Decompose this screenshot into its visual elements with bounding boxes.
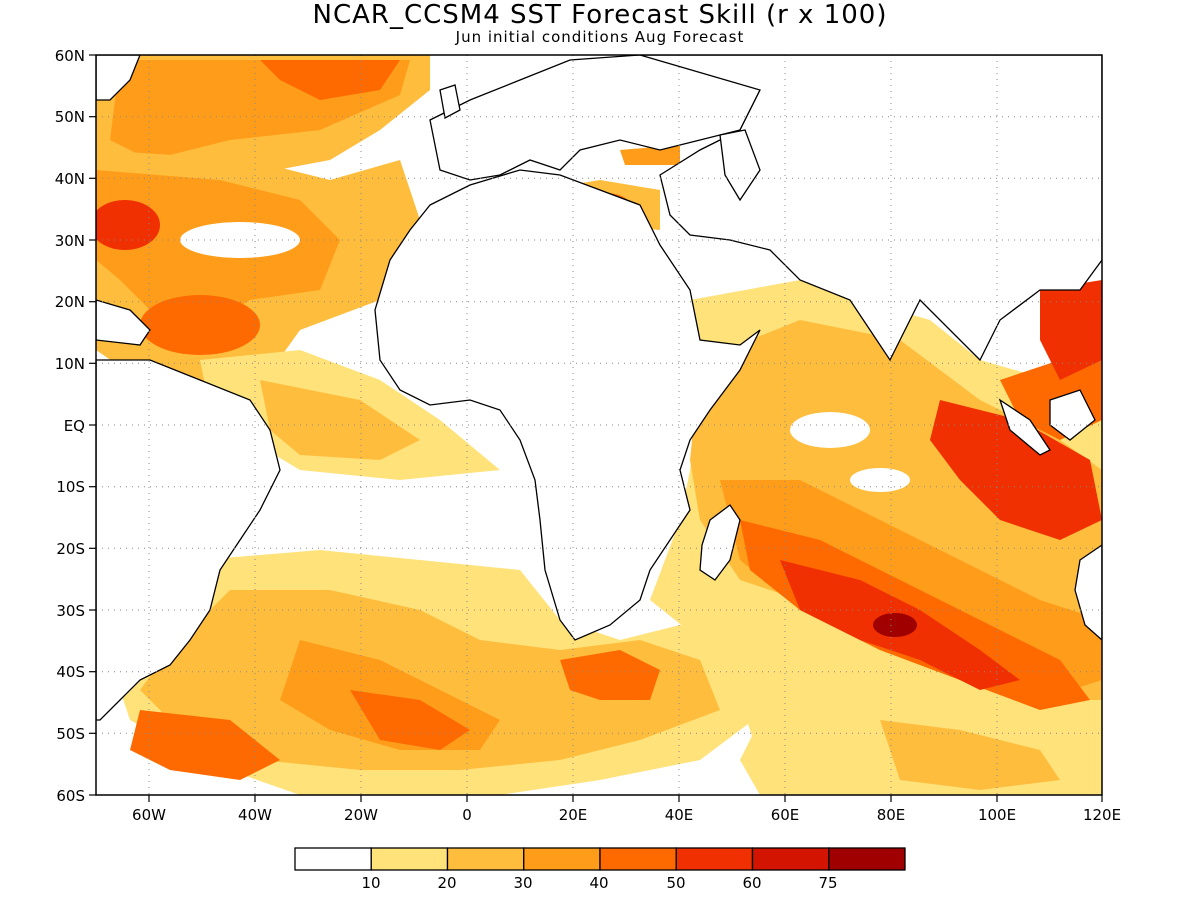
- lat-label-eq: EQ: [64, 417, 85, 435]
- colorbar-swatch: [523, 847, 601, 871]
- land-masses: [96, 55, 1102, 721]
- lat-ticks: [89, 54, 96, 796]
- europe: [429, 55, 761, 181]
- lat-labels: 60N 50N 40N 30N 20N 10N EQ 10S 20S 30S 4…: [55, 47, 85, 805]
- lat-label-50n: 50N: [55, 108, 85, 126]
- lon-label-120e: 120E: [1083, 806, 1121, 824]
- colorbar-swatch: [294, 847, 372, 871]
- colorbar-label-20: 20: [437, 874, 456, 892]
- australia: [1074, 544, 1102, 641]
- lon-label-100e: 100E: [978, 806, 1016, 824]
- colorbar-label-50: 50: [666, 874, 685, 892]
- lon-ticks: [148, 795, 1103, 802]
- north-america: [96, 55, 141, 101]
- africa: [374, 169, 761, 641]
- colorbar-label-40: 40: [589, 874, 608, 892]
- lon-label-60w: 60W: [132, 806, 166, 824]
- lat-label-30n: 30N: [55, 232, 85, 250]
- lon-labels: 60W 40W 20W 0 20E 40E 60E 80E 100E 120E: [132, 806, 1121, 824]
- lat-label-10n: 10N: [55, 355, 85, 373]
- lat-label-50s: 50S: [56, 725, 85, 743]
- colorbar-swatch: [599, 847, 677, 871]
- madagascar: [699, 504, 741, 581]
- borneo: [1049, 389, 1096, 441]
- lat-label-40s: 40S: [56, 663, 85, 681]
- south-america: [96, 359, 281, 721]
- lat-label-20n: 20N: [55, 293, 85, 311]
- colorbar-swatch: [370, 847, 449, 871]
- colorbar-label-75: 75: [818, 874, 837, 892]
- chart-subtitle: Jun initial conditions Aug Forecast: [455, 28, 745, 46]
- lon-label-40e: 40E: [665, 806, 694, 824]
- colorbar-label-30: 30: [513, 874, 532, 892]
- chart-title: NCAR_CCSM4 SST Forecast Skill (r x 100): [312, 0, 888, 30]
- asia: [639, 55, 1102, 362]
- lon-label-40w: 40W: [238, 806, 272, 824]
- lon-label-20e: 20E: [559, 806, 588, 824]
- lon-label-60e: 60E: [771, 806, 800, 824]
- skill-shading: [96, 55, 1102, 795]
- colorbar-label-10: 10: [361, 874, 380, 892]
- caribbean-coast: [96, 299, 151, 346]
- lat-label-20s: 20S: [56, 540, 85, 558]
- lat-label-60n: 60N: [55, 47, 85, 65]
- colorbar: 10 20 30 40 50 60 75: [294, 847, 906, 892]
- lat-label-10s: 10S: [56, 478, 85, 496]
- colorbar-swatch: [828, 847, 906, 871]
- lat-label-60s: 60S: [56, 787, 85, 805]
- lat-label-30s: 30S: [56, 602, 85, 620]
- british-isles: [439, 84, 461, 119]
- colorbar-swatch: [675, 847, 754, 871]
- lon-label-0: 0: [462, 806, 472, 824]
- colorbar-label-60: 60: [742, 874, 761, 892]
- lat-label-40n: 40N: [55, 170, 85, 188]
- lon-label-20w: 20W: [344, 806, 378, 824]
- colorbar-swatch: [751, 847, 830, 871]
- colorbar-swatch: [446, 847, 525, 871]
- caspian-sea: [719, 129, 761, 202]
- lon-label-80e: 80E: [877, 806, 906, 824]
